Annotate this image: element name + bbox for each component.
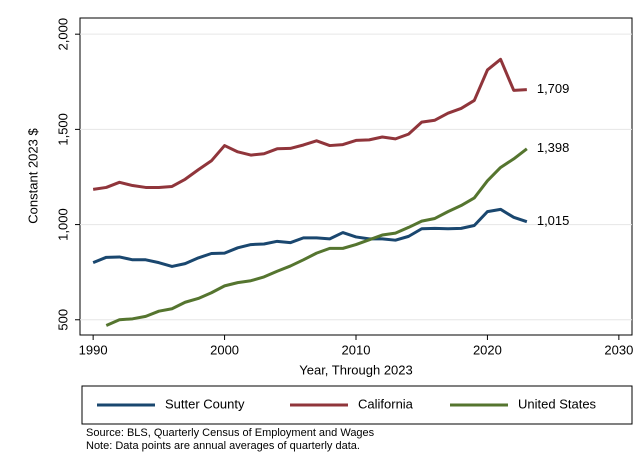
legend-box xyxy=(81,385,633,425)
x-tick-label: 2030 xyxy=(604,342,633,357)
note: Note: Data points are annual averages of… xyxy=(86,440,360,452)
series-line xyxy=(92,57,527,191)
series-line xyxy=(92,207,528,268)
x-tick-label: 1990 xyxy=(79,342,108,357)
series-line xyxy=(105,147,528,327)
y-tick-label: 2,000 xyxy=(55,18,70,51)
legend-label: California xyxy=(358,396,414,411)
y-tick-label: 1,500 xyxy=(55,113,70,146)
plot-frame xyxy=(79,17,633,336)
x-tick-label: 2000 xyxy=(210,342,239,357)
x-tick-label: 2010 xyxy=(342,342,371,357)
x-tick-label: 2020 xyxy=(473,342,502,357)
y-tick-label: 1,000 xyxy=(55,208,70,241)
y-axis-label: Constant 2023 $ xyxy=(25,128,40,224)
legend-label: Sutter County xyxy=(165,396,245,411)
value-label: 1,015 xyxy=(537,213,570,228)
legend-label: United States xyxy=(518,396,597,411)
source-note: Source: BLS, Quarterly Census of Employm… xyxy=(86,427,375,439)
y-tick-label: 500 xyxy=(55,309,70,331)
x-axis-label: Year, Through 2023 xyxy=(299,362,413,377)
value-label: 1,709 xyxy=(537,81,570,96)
value-label: 1,398 xyxy=(537,140,570,155)
